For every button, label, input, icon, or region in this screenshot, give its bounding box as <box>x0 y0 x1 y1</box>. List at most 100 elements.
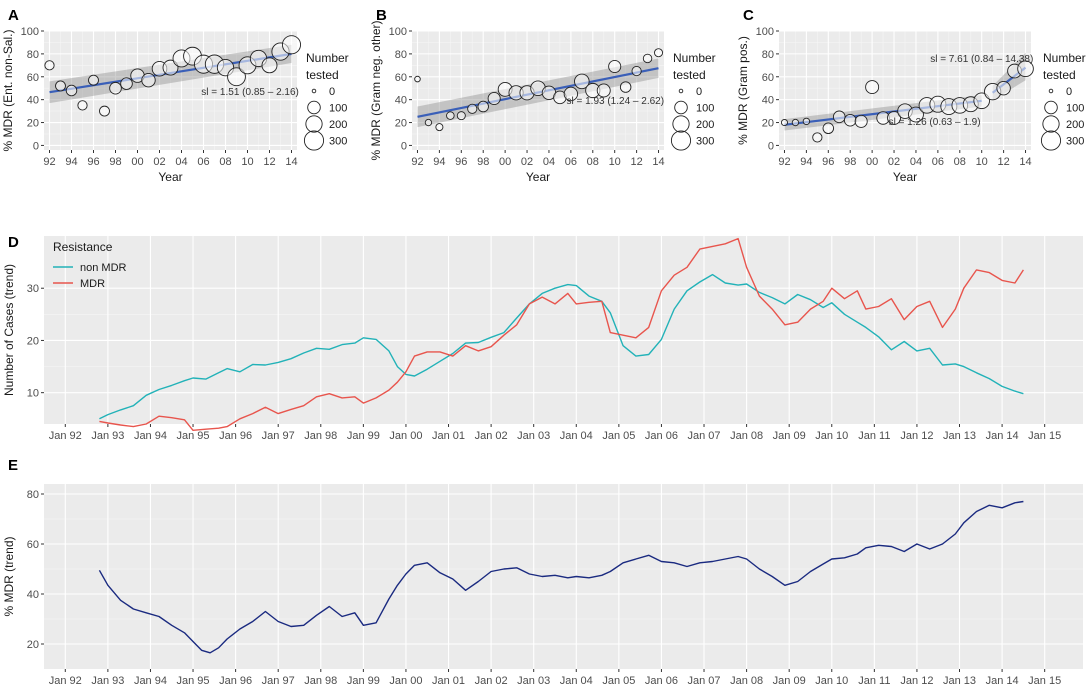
data-point <box>77 100 88 111</box>
data-point <box>44 60 55 71</box>
legend-size-key <box>674 100 688 115</box>
x-tick-label: Jan 05 <box>602 430 635 442</box>
x-tick-label: Jan 12 <box>900 675 933 687</box>
x-tick-label: Jan 02 <box>475 675 508 687</box>
legend-size-key <box>311 88 317 94</box>
legend-size-label: 200 <box>1066 119 1084 131</box>
x-tick-label: Jan 99 <box>347 430 380 442</box>
y-tick-label: 80 <box>27 489 39 501</box>
x-tick-label: Jan 06 <box>645 675 678 687</box>
data-point <box>477 100 489 113</box>
x-tick-label: Jan 95 <box>177 430 210 442</box>
panel-C: 0 20 40 60 80 100 92 94 96 98 00 02 04 06 08 10 12 14 C % M… <box>736 7 1086 184</box>
x-tick-label: 94 <box>800 156 812 168</box>
x-tick-label: 98 <box>844 156 856 168</box>
x-tick-label: Jan 03 <box>517 430 550 442</box>
x-tick-label: 00 <box>131 156 143 168</box>
x-tick-label: Jan 14 <box>986 430 1019 442</box>
x-tick-label: 04 <box>543 156 555 168</box>
x-tick-label: Jan 92 <box>49 675 82 687</box>
legend-size-label: 100 <box>329 103 347 115</box>
legend-size-label: 300 <box>696 136 714 148</box>
panel-E: 20 40 60 80 Jan 92 Jan 93 Jan 94 Jan 95 Jan 96 Ja… <box>2 457 1083 687</box>
data-point <box>642 53 653 64</box>
x-tick-label: 12 <box>997 156 1009 168</box>
x-tick-label: Jan 11 <box>858 430 890 442</box>
data-point <box>802 117 811 126</box>
data-point <box>791 118 800 127</box>
legend-size-key <box>1044 100 1058 115</box>
x-tick-label: Jan 99 <box>347 675 380 687</box>
legend-size-key <box>307 100 321 115</box>
y-axis-title: Number of Cases (trend) <box>2 264 16 396</box>
y-tick-label: 0 <box>401 140 407 152</box>
legend-label: MDR <box>80 278 105 290</box>
x-tick-label: Jan 05 <box>602 675 635 687</box>
x-tick-label: 10 <box>241 156 253 168</box>
legend-title-line1: Number <box>673 51 716 65</box>
y-axis-title: % MDR (trend) <box>2 536 16 616</box>
x-tick-label: 08 <box>954 156 966 168</box>
legend-title-line2: tested <box>673 68 706 82</box>
x-tick-label: 94 <box>65 156 77 168</box>
legend-size-label: 300 <box>329 136 347 148</box>
panel-A: 0 20 40 60 80 100 92 94 96 98 00 02 04 06 08 10 12 14 A % M… <box>1 7 349 184</box>
x-tick-label: Jan 01 <box>432 430 465 442</box>
panel-D: 10 20 30 Jan 92 Jan 93 Jan 94 Jan 95 Jan 96 Jan … <box>2 234 1083 442</box>
y-tick-label: 20 <box>27 335 39 347</box>
data-point <box>1017 60 1034 78</box>
panel-tag: E <box>8 457 18 474</box>
x-tick-label: Jan 93 <box>91 675 124 687</box>
y-tick-label: 60 <box>27 539 39 551</box>
x-tick-label: Jan 00 <box>389 430 422 442</box>
x-tick-label: Jan 10 <box>815 675 848 687</box>
x-tick-label: Jan 96 <box>219 675 252 687</box>
x-tick-label: Jan 10 <box>815 430 848 442</box>
y-tick-label: 100 <box>21 26 39 38</box>
legend-size-key <box>1040 130 1062 151</box>
y-tick-label: 80 <box>395 49 407 61</box>
data-point <box>973 92 990 110</box>
y-tick-label: 40 <box>762 95 774 107</box>
x-tick-label: Jan 94 <box>134 675 167 687</box>
data-point <box>55 80 66 92</box>
y-tick-label: 0 <box>33 140 39 152</box>
legend-size-label: 200 <box>329 119 347 131</box>
panel-B: 0 20 40 60 80 100 92 94 96 98 00 02 04 06 08 10 12 14 B% M… <box>369 7 716 184</box>
legend-size-label: 100 <box>696 103 714 115</box>
y-tick-label: 0 <box>768 140 774 152</box>
x-tick-label: Jan 12 <box>900 430 933 442</box>
x-tick-label: Jan 94 <box>134 430 167 442</box>
x-tick-label: Jan 14 <box>986 675 1019 687</box>
size-legend: Number tested 0 100 200 300 <box>1040 51 1086 151</box>
data-point <box>487 91 501 106</box>
x-tick-label: 14 <box>1019 156 1031 168</box>
series-line-non-mdr <box>99 273 1024 420</box>
y-tick-label: 20 <box>762 118 774 130</box>
y-tick-label: 100 <box>389 26 407 38</box>
data-point <box>162 59 179 76</box>
data-point <box>887 110 902 125</box>
data-point <box>261 57 278 74</box>
series-legend: Resistance non MDR MDR <box>53 240 127 290</box>
x-tick-label: 06 <box>565 156 577 168</box>
x-tick-label: Jan 97 <box>262 675 295 687</box>
x-tick-label: 14 <box>285 156 297 168</box>
y-tick-label: 20 <box>395 118 407 130</box>
legend-size-key <box>678 88 684 94</box>
x-tick-label: 10 <box>976 156 988 168</box>
x-tick-label: 08 <box>219 156 231 168</box>
y-tick-label: 60 <box>762 72 774 84</box>
x-tick-label: 94 <box>433 156 445 168</box>
x-tick-label: 92 <box>43 156 55 168</box>
data-point <box>281 35 302 55</box>
y-tick-label: 20 <box>27 639 39 651</box>
series-line-mdr <box>99 237 1024 431</box>
panel-tag: A <box>8 7 19 24</box>
data-point <box>908 106 924 123</box>
legend-size-label: 0 <box>1066 86 1072 98</box>
legend-title: Resistance <box>53 240 113 254</box>
x-tick-label: 96 <box>455 156 467 168</box>
legend-size-key <box>1048 88 1054 94</box>
